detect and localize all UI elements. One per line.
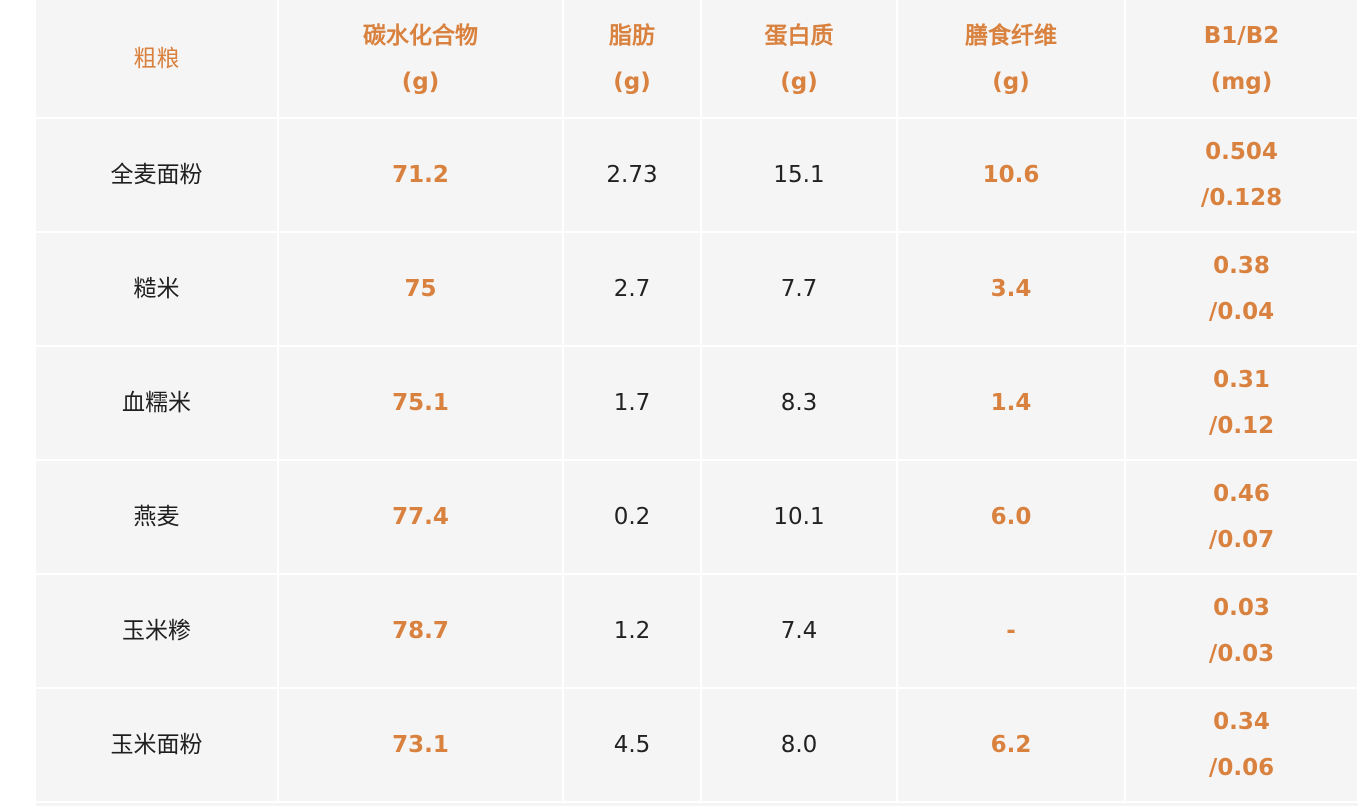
b2-value: /0.07 bbox=[1208, 527, 1275, 553]
fiber-cell: 6.0 bbox=[897, 460, 1126, 575]
b1-value: 0.31 bbox=[1213, 367, 1270, 393]
b2-value: /0.04 bbox=[1208, 299, 1275, 325]
grain-name-cell: 全麦面粉 bbox=[36, 118, 279, 233]
header-fat: 脂肪 (g) bbox=[563, 0, 702, 119]
header-protein: 蛋白质 (g) bbox=[701, 0, 898, 119]
fiber-cell: 1.4 bbox=[897, 346, 1126, 461]
b2-value: /0.12 bbox=[1208, 413, 1275, 439]
table-row: 玉米面粉 73.1 4.5 8.0 6.2 0.34 /0.06 bbox=[36, 688, 1358, 803]
carbs-cell: 73.1 bbox=[278, 688, 564, 803]
b2-value: /0.03 bbox=[1208, 641, 1275, 667]
protein-cell: 7.7 bbox=[701, 232, 898, 347]
header-vitamin-b: B1/B2 (mg) bbox=[1125, 0, 1358, 119]
vitamin-b-cell: 0.34 /0.06 bbox=[1125, 688, 1358, 803]
nutrition-table: 粗粮 碳水化合物 (g) 脂肪 (g) 蛋白质 (g) 膳食纤维 (g) bbox=[36, 0, 1358, 803]
protein-cell: 8.0 bbox=[701, 688, 898, 803]
fiber-cell: - bbox=[897, 574, 1126, 689]
fat-cell: 4.5 bbox=[563, 688, 702, 803]
b2-value: /0.06 bbox=[1208, 755, 1275, 781]
nutrition-table-container: 粗粮 碳水化合物 (g) 脂肪 (g) 蛋白质 (g) 膳食纤维 (g) bbox=[36, 0, 1358, 806]
b1-value: 0.504 bbox=[1205, 139, 1278, 165]
grain-name-cell: 玉米糁 bbox=[36, 574, 279, 689]
header-carbs: 碳水化合物 (g) bbox=[278, 0, 564, 119]
carbs-cell: 78.7 bbox=[278, 574, 564, 689]
protein-cell: 10.1 bbox=[701, 460, 898, 575]
grain-name-cell: 糙米 bbox=[36, 232, 279, 347]
header-grain: 粗粮 bbox=[36, 0, 279, 119]
fat-cell: 1.2 bbox=[563, 574, 702, 689]
fat-cell: 2.73 bbox=[563, 118, 702, 233]
protein-cell: 15.1 bbox=[701, 118, 898, 233]
vitamin-b-cell: 0.31 /0.12 bbox=[1125, 346, 1358, 461]
grain-name-cell: 玉米面粉 bbox=[36, 688, 279, 803]
vitamin-b-cell: 0.46 /0.07 bbox=[1125, 460, 1358, 575]
table-row: 糙米 75 2.7 7.7 3.4 0.38 /0.04 bbox=[36, 232, 1358, 347]
carbs-cell: 71.2 bbox=[278, 118, 564, 233]
table-row: 血糯米 75.1 1.7 8.3 1.4 0.31 /0.12 bbox=[36, 346, 1358, 461]
table-row: 全麦面粉 71.2 2.73 15.1 10.6 0.504 /0.128 bbox=[36, 118, 1358, 233]
b1-value: 0.38 bbox=[1213, 253, 1270, 279]
table-row: 燕麦 77.4 0.2 10.1 6.0 0.46 /0.07 bbox=[36, 460, 1358, 575]
carbs-cell: 75 bbox=[278, 232, 564, 347]
b1-value: 0.46 bbox=[1213, 481, 1270, 507]
carbs-cell: 75.1 bbox=[278, 346, 564, 461]
fiber-cell: 6.2 bbox=[897, 688, 1126, 803]
grain-name-cell: 燕麦 bbox=[36, 460, 279, 575]
vitamin-b-cell: 0.38 /0.04 bbox=[1125, 232, 1358, 347]
vitamin-b-cell: 0.504 /0.128 bbox=[1125, 118, 1358, 233]
fat-cell: 2.7 bbox=[563, 232, 702, 347]
carbs-cell: 77.4 bbox=[278, 460, 564, 575]
b1-value: 0.03 bbox=[1213, 595, 1270, 621]
grain-name-cell: 血糯米 bbox=[36, 346, 279, 461]
protein-cell: 8.3 bbox=[701, 346, 898, 461]
protein-cell: 7.4 bbox=[701, 574, 898, 689]
table-header-row: 粗粮 碳水化合物 (g) 脂肪 (g) 蛋白质 (g) 膳食纤维 (g) bbox=[36, 0, 1358, 119]
fiber-cell: 3.4 bbox=[897, 232, 1126, 347]
fat-cell: 1.7 bbox=[563, 346, 702, 461]
b1-value: 0.34 bbox=[1213, 709, 1270, 735]
fat-cell: 0.2 bbox=[563, 460, 702, 575]
b2-value: /0.128 bbox=[1200, 185, 1283, 211]
table-row: 玉米糁 78.7 1.2 7.4 - 0.03 /0.03 bbox=[36, 574, 1358, 689]
header-fiber: 膳食纤维 (g) bbox=[897, 0, 1126, 119]
fiber-cell: 10.6 bbox=[897, 118, 1126, 233]
vitamin-b-cell: 0.03 /0.03 bbox=[1125, 574, 1358, 689]
